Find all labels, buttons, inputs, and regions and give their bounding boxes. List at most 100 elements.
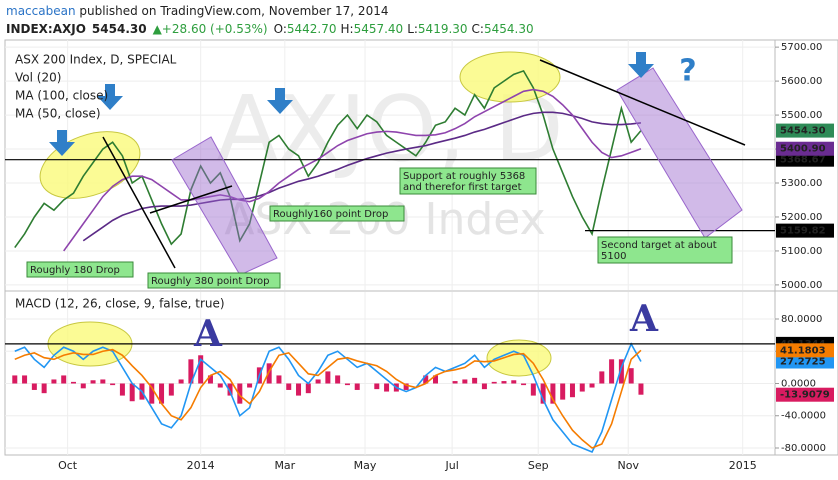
histogram-bar: [266, 363, 272, 384]
chart-title: ASX 200 Index, D, SPECIAL: [15, 53, 177, 67]
ohlc-label: O:: [274, 22, 287, 36]
histogram-bar: [384, 383, 390, 392]
histogram-bar: [237, 383, 243, 404]
histogram-bar: [589, 383, 595, 388]
histogram-bar: [481, 383, 487, 390]
histogram-bar: [178, 379, 184, 384]
x-tick-label: Jul: [444, 459, 458, 472]
histogram-bar: [491, 381, 497, 384]
histogram-bar: [41, 383, 47, 394]
histogram-bar: [618, 359, 624, 384]
y-tick-label: -40.0000: [781, 411, 826, 422]
histogram-bar: [521, 383, 527, 386]
arrow: [97, 84, 123, 110]
arrow: [267, 88, 293, 114]
x-tick-label: 2015: [729, 459, 757, 472]
drawings: ? A A: [49, 52, 746, 355]
price-badge: [776, 123, 834, 138]
histogram-bar: [452, 381, 458, 384]
histogram-bar: [579, 383, 585, 392]
series-line: [14, 348, 642, 449]
histogram-bar: [168, 383, 174, 396]
pattern-letter: A: [193, 313, 223, 355]
ohlc-label: C:: [472, 22, 484, 36]
series-line: [63, 88, 642, 252]
histogram-bar: [296, 383, 302, 396]
annotation-box: [26, 261, 134, 278]
ohlc-label: H:: [340, 22, 353, 36]
price-badge: [776, 141, 834, 156]
question-mark: ?: [679, 54, 696, 89]
histogram-bar: [286, 383, 292, 390]
author[interactable]: maccabean: [6, 4, 76, 18]
x-tick-label: Oct: [58, 459, 78, 472]
x-tick-label: Nov: [618, 459, 640, 472]
histogram-bar: [198, 355, 204, 384]
histogram-bar: [149, 383, 155, 404]
histogram-bar: [247, 383, 253, 388]
histogram-bar: [100, 379, 106, 384]
annotation-text: Roughly160 point Drop: [273, 209, 388, 220]
histogram-bar: [335, 375, 341, 384]
value-badge-label: 41.1803: [780, 345, 826, 356]
y-tick-label: -80.0000: [781, 443, 826, 454]
level-badge: [776, 152, 834, 167]
annotation-box: [147, 272, 281, 289]
histogram-bar: [207, 375, 213, 384]
ohlc-value: 5419.30: [418, 22, 468, 36]
pattern-letter: A: [629, 298, 659, 340]
x-tick-label: 2014: [187, 459, 215, 472]
histogram-bar: [530, 383, 536, 396]
histogram-bar: [628, 368, 634, 384]
histogram-bar: [472, 377, 478, 384]
annotation-box: [399, 167, 537, 195]
value-badge: [776, 387, 834, 402]
published: published on TradingView.com, November 1…: [76, 4, 389, 18]
series-line: [14, 342, 642, 454]
ohlc-label: L:: [407, 22, 418, 36]
x-tick-label: May: [354, 459, 377, 472]
annotation-text: 5100: [601, 251, 626, 262]
value-badge: [776, 354, 834, 369]
annotation-box: [269, 205, 405, 222]
indicator-label: Vol (20): [15, 71, 61, 85]
histogram-bar: [315, 379, 321, 384]
y-tick-label: 5600.00: [781, 76, 822, 87]
histogram-bar: [70, 381, 76, 384]
legend-entry: MA (50, close): [15, 107, 101, 121]
y-tick-label: 80.0000: [781, 314, 822, 325]
channel-box: [171, 136, 278, 276]
value-badge-label: -13.9079: [780, 390, 830, 401]
histogram-bar: [609, 359, 615, 384]
annotation-box: [597, 236, 733, 264]
histogram-bar: [540, 383, 546, 404]
price-badge-label: 5400.90: [780, 144, 826, 155]
histogram-bar: [423, 375, 429, 384]
header-line: maccabean published on TradingView.com, …: [6, 4, 388, 18]
histogram-bar: [305, 383, 311, 394]
trendline: [539, 59, 746, 146]
histogram-bar: [403, 383, 409, 390]
histogram-bar: [501, 381, 507, 384]
histogram-bar: [80, 383, 86, 389]
value-badge-label: 27.2725: [780, 357, 826, 368]
y-tick-label: 5100.00: [781, 246, 822, 257]
annotation-text: and therefor first target: [403, 182, 522, 193]
arrows: [49, 52, 654, 156]
quote-line: INDEX:AXJO 5454.30 ▲+28.60 (+0.53%) O:5442.…: [6, 22, 534, 36]
y-tick-label: 0.0000: [781, 378, 816, 389]
annotation-text: Second target at about: [601, 240, 717, 251]
histogram-bar: [110, 383, 116, 386]
histogram-bar: [325, 371, 331, 384]
series-line: [14, 69, 642, 249]
histogram-bar: [432, 375, 438, 384]
ohlc-value: 5457.40: [354, 22, 404, 36]
arrow: [49, 130, 75, 156]
histogram-bar: [119, 383, 125, 396]
level-label: 5368.67: [780, 155, 826, 166]
histogram-bar: [22, 375, 28, 384]
histogram-bar: [462, 379, 468, 384]
y-tick-label: 5500.00: [781, 110, 822, 121]
annotation-text: Roughly 380 point Drop: [151, 276, 270, 287]
histogram-bar: [511, 380, 517, 384]
